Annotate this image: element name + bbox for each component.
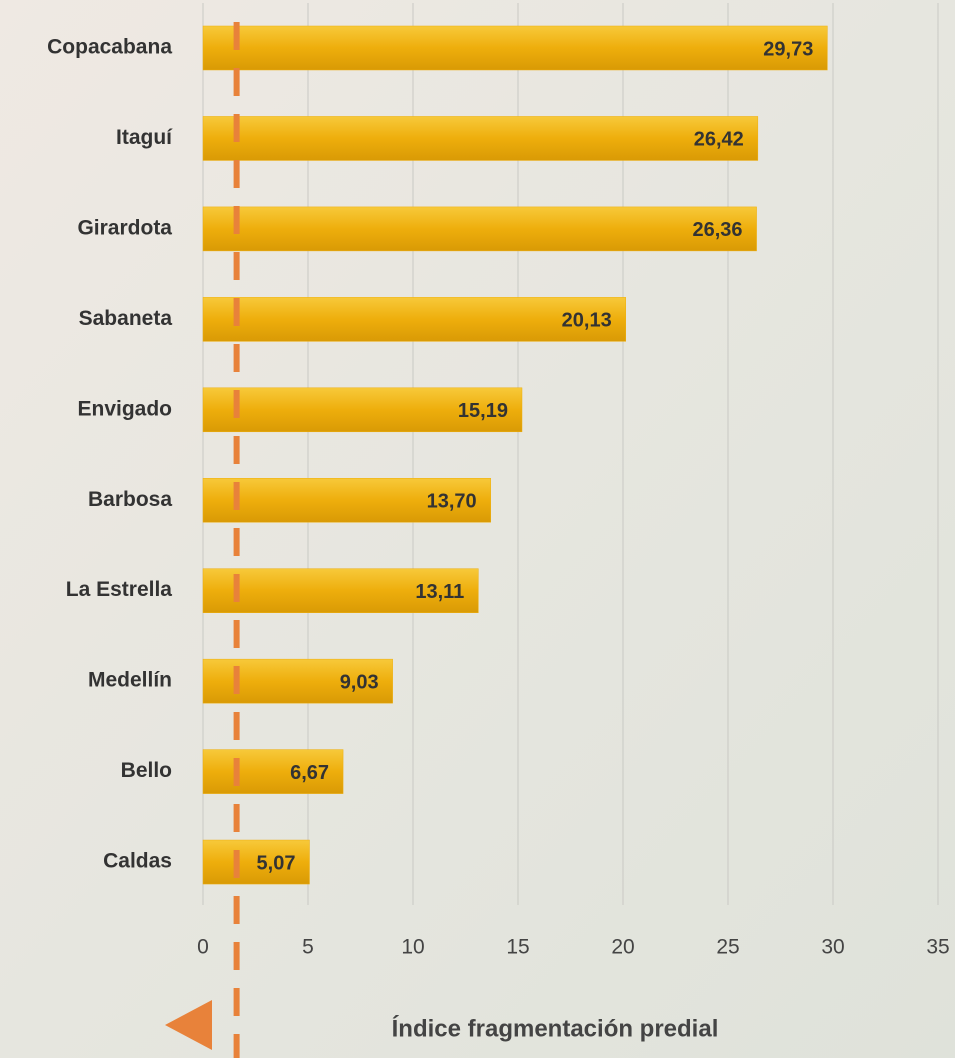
y-tick-label: Caldas <box>103 850 172 873</box>
x-tick-label: 35 <box>926 936 949 959</box>
bar <box>202 206 757 252</box>
value-label: 6,67 <box>290 762 329 784</box>
value-label: 20,13 <box>562 310 612 332</box>
value-label: 9,03 <box>340 671 379 693</box>
bar <box>202 297 626 342</box>
x-tick-label: 5 <box>302 936 314 959</box>
x-tick-label: 0 <box>197 936 209 959</box>
x-tick-label: 30 <box>821 936 844 959</box>
y-tick-label: Sabaneta <box>79 307 173 330</box>
bar <box>202 478 491 523</box>
value-label: 15,19 <box>458 400 508 422</box>
x-tick-label: 20 <box>611 936 634 959</box>
bar <box>202 116 759 161</box>
y-tick-label: Barbosa <box>88 488 172 511</box>
arrow <box>165 1000 212 1050</box>
bar <box>202 568 479 613</box>
value-label: 29,73 <box>763 38 813 60</box>
bar <box>202 749 344 794</box>
x-tick-label: 10 <box>401 936 424 959</box>
y-tick-label: Copacabana <box>47 36 172 59</box>
y-tick-label: Medellín <box>88 669 172 692</box>
value-label: 13,70 <box>427 491 477 513</box>
y-tick-label: La Estrella <box>66 578 173 601</box>
y-tick-label: Envigado <box>77 397 172 420</box>
x-tick-label: 25 <box>716 936 739 959</box>
x-axis-title: Índice fragmentación predial <box>392 1014 719 1042</box>
bar <box>202 839 310 885</box>
value-label: 26,36 <box>692 219 742 241</box>
value-label: 13,11 <box>415 581 464 603</box>
x-tick-label: 15 <box>506 936 529 959</box>
bar <box>202 25 828 71</box>
value-label: 5,07 <box>257 852 296 874</box>
value-label: 26,42 <box>694 129 744 151</box>
y-tick-label: Girardota <box>77 216 172 239</box>
y-tick-label: Itaguí <box>116 126 173 149</box>
y-tick-label: Bello <box>121 759 172 782</box>
bar <box>202 387 523 433</box>
